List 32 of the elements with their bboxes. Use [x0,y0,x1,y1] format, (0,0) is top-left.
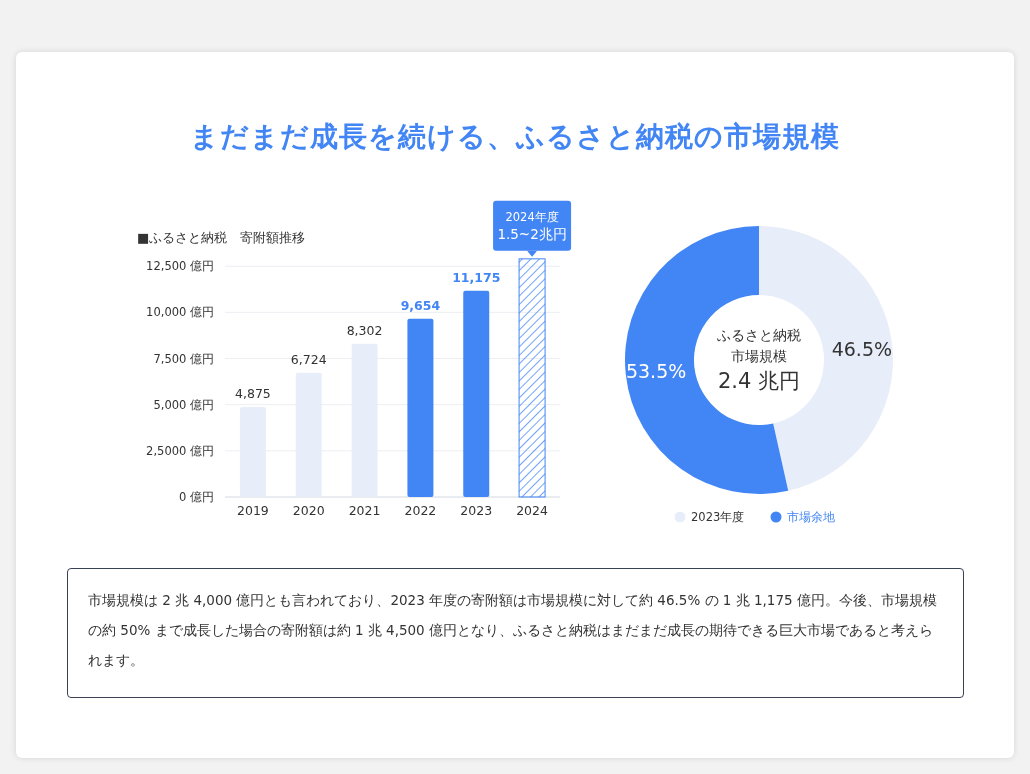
x-tick-label: 2021 [348,503,381,518]
y-tick-label: 10,000 億円 [146,305,214,320]
chart-subtitle: ■ふるさと納税 寄附額推移 [137,230,306,245]
data-label: 46.5% [831,337,893,360]
data-label: 9,654 [400,297,441,313]
data-label: 11,175 [452,269,501,285]
annotation: 2024年度 1.5~2兆円 [497,209,567,242]
text: 市場規模は 2 兆 4,000 億円とも言われており、2023 年度の寄附額は市場規模に対して約 46.5% の 1 兆 1,175 億円。今後、市場規模の約 50% まで成長した場合の寄附額は約 1 兆 4,500 億円となり、ふるさと納税はまだまだ成長の期待できる巨大市場であると考えられます。 [67,568,964,698]
x-tick-label: 2019 [237,503,269,518]
text: ふるさと納税 [716,327,801,343]
y-tick-label: 0 億円 [179,490,214,504]
bar [463,290,490,497]
bar [407,318,434,497]
y-tick-label: 12,500 億円 [146,259,214,274]
text: 2.4 兆円 [717,369,801,393]
x-tick-label: 2023 [460,503,493,518]
data-label: 4,875 [235,386,271,401]
y-tick-label: 7,500 億円 [153,351,214,366]
x-tick-label: 2022 [404,503,437,518]
y-tick-label: 2,5000 億円 [146,443,214,458]
data-label: 53.5% [625,360,687,383]
data-label: 8,302 [346,322,383,338]
y-tick-label: 5,000 億円 [153,397,214,412]
data-label: 6,724 [290,351,327,367]
x-tick-label: 2020 [292,503,325,518]
chart-title: まだまだ成長を続ける、ふるさと納税の市場規模 [190,120,840,153]
legend-label: 2023年度 [691,510,745,524]
text: 市場規模 [731,348,787,364]
legend-label: 市場余地 [787,510,835,524]
donut-slice [759,226,893,491]
x-tick-label: 2024 [516,503,549,518]
bar [518,258,546,498]
